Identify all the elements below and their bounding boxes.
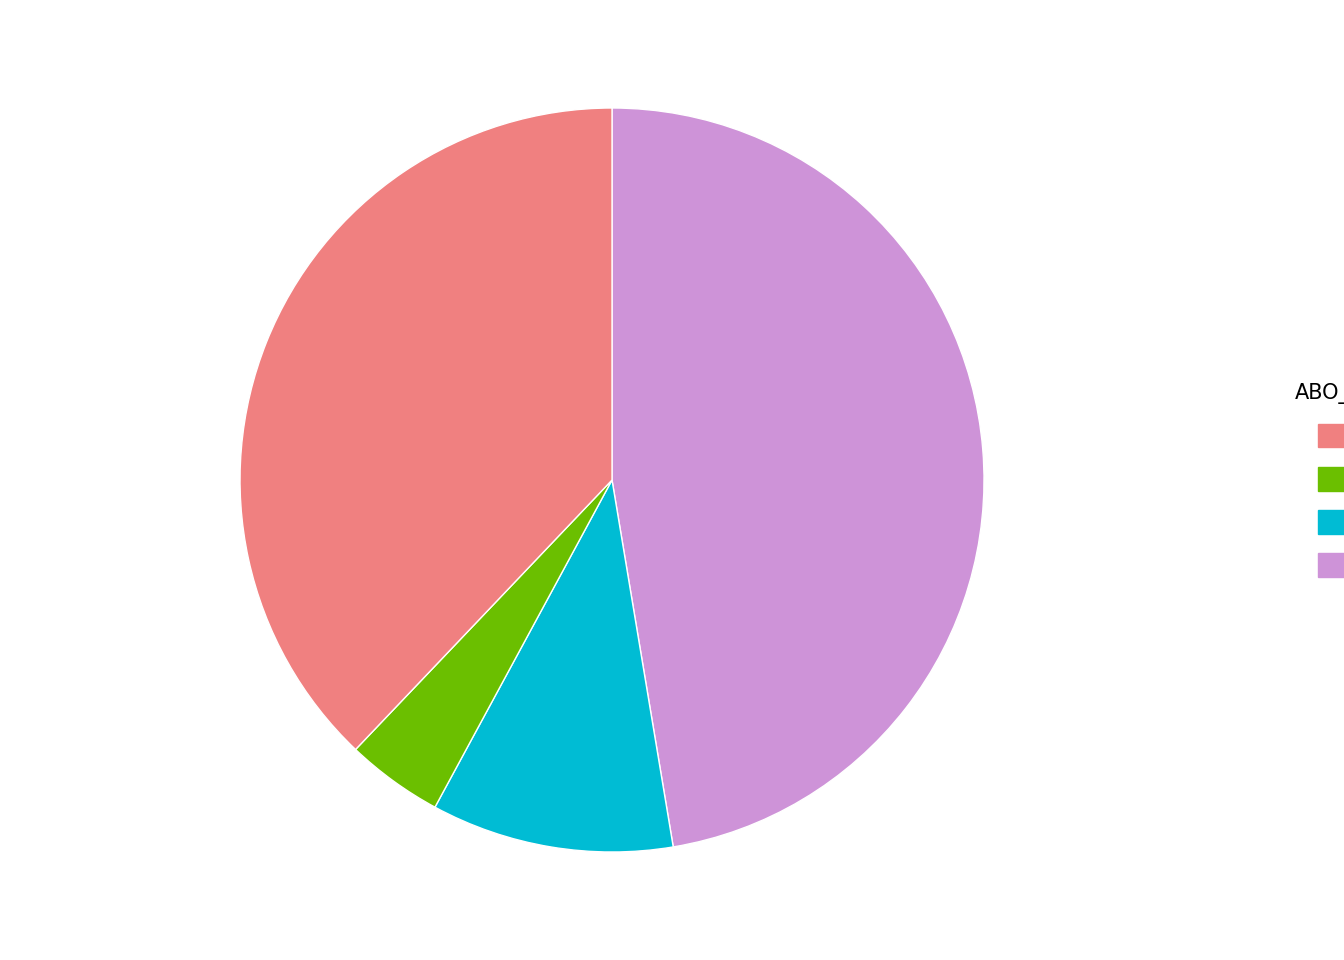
Wedge shape (356, 480, 612, 807)
Wedge shape (241, 108, 612, 750)
Wedge shape (435, 480, 673, 852)
Legend: A, AB, B, O: A, AB, B, O (1286, 375, 1344, 585)
Wedge shape (612, 108, 984, 847)
